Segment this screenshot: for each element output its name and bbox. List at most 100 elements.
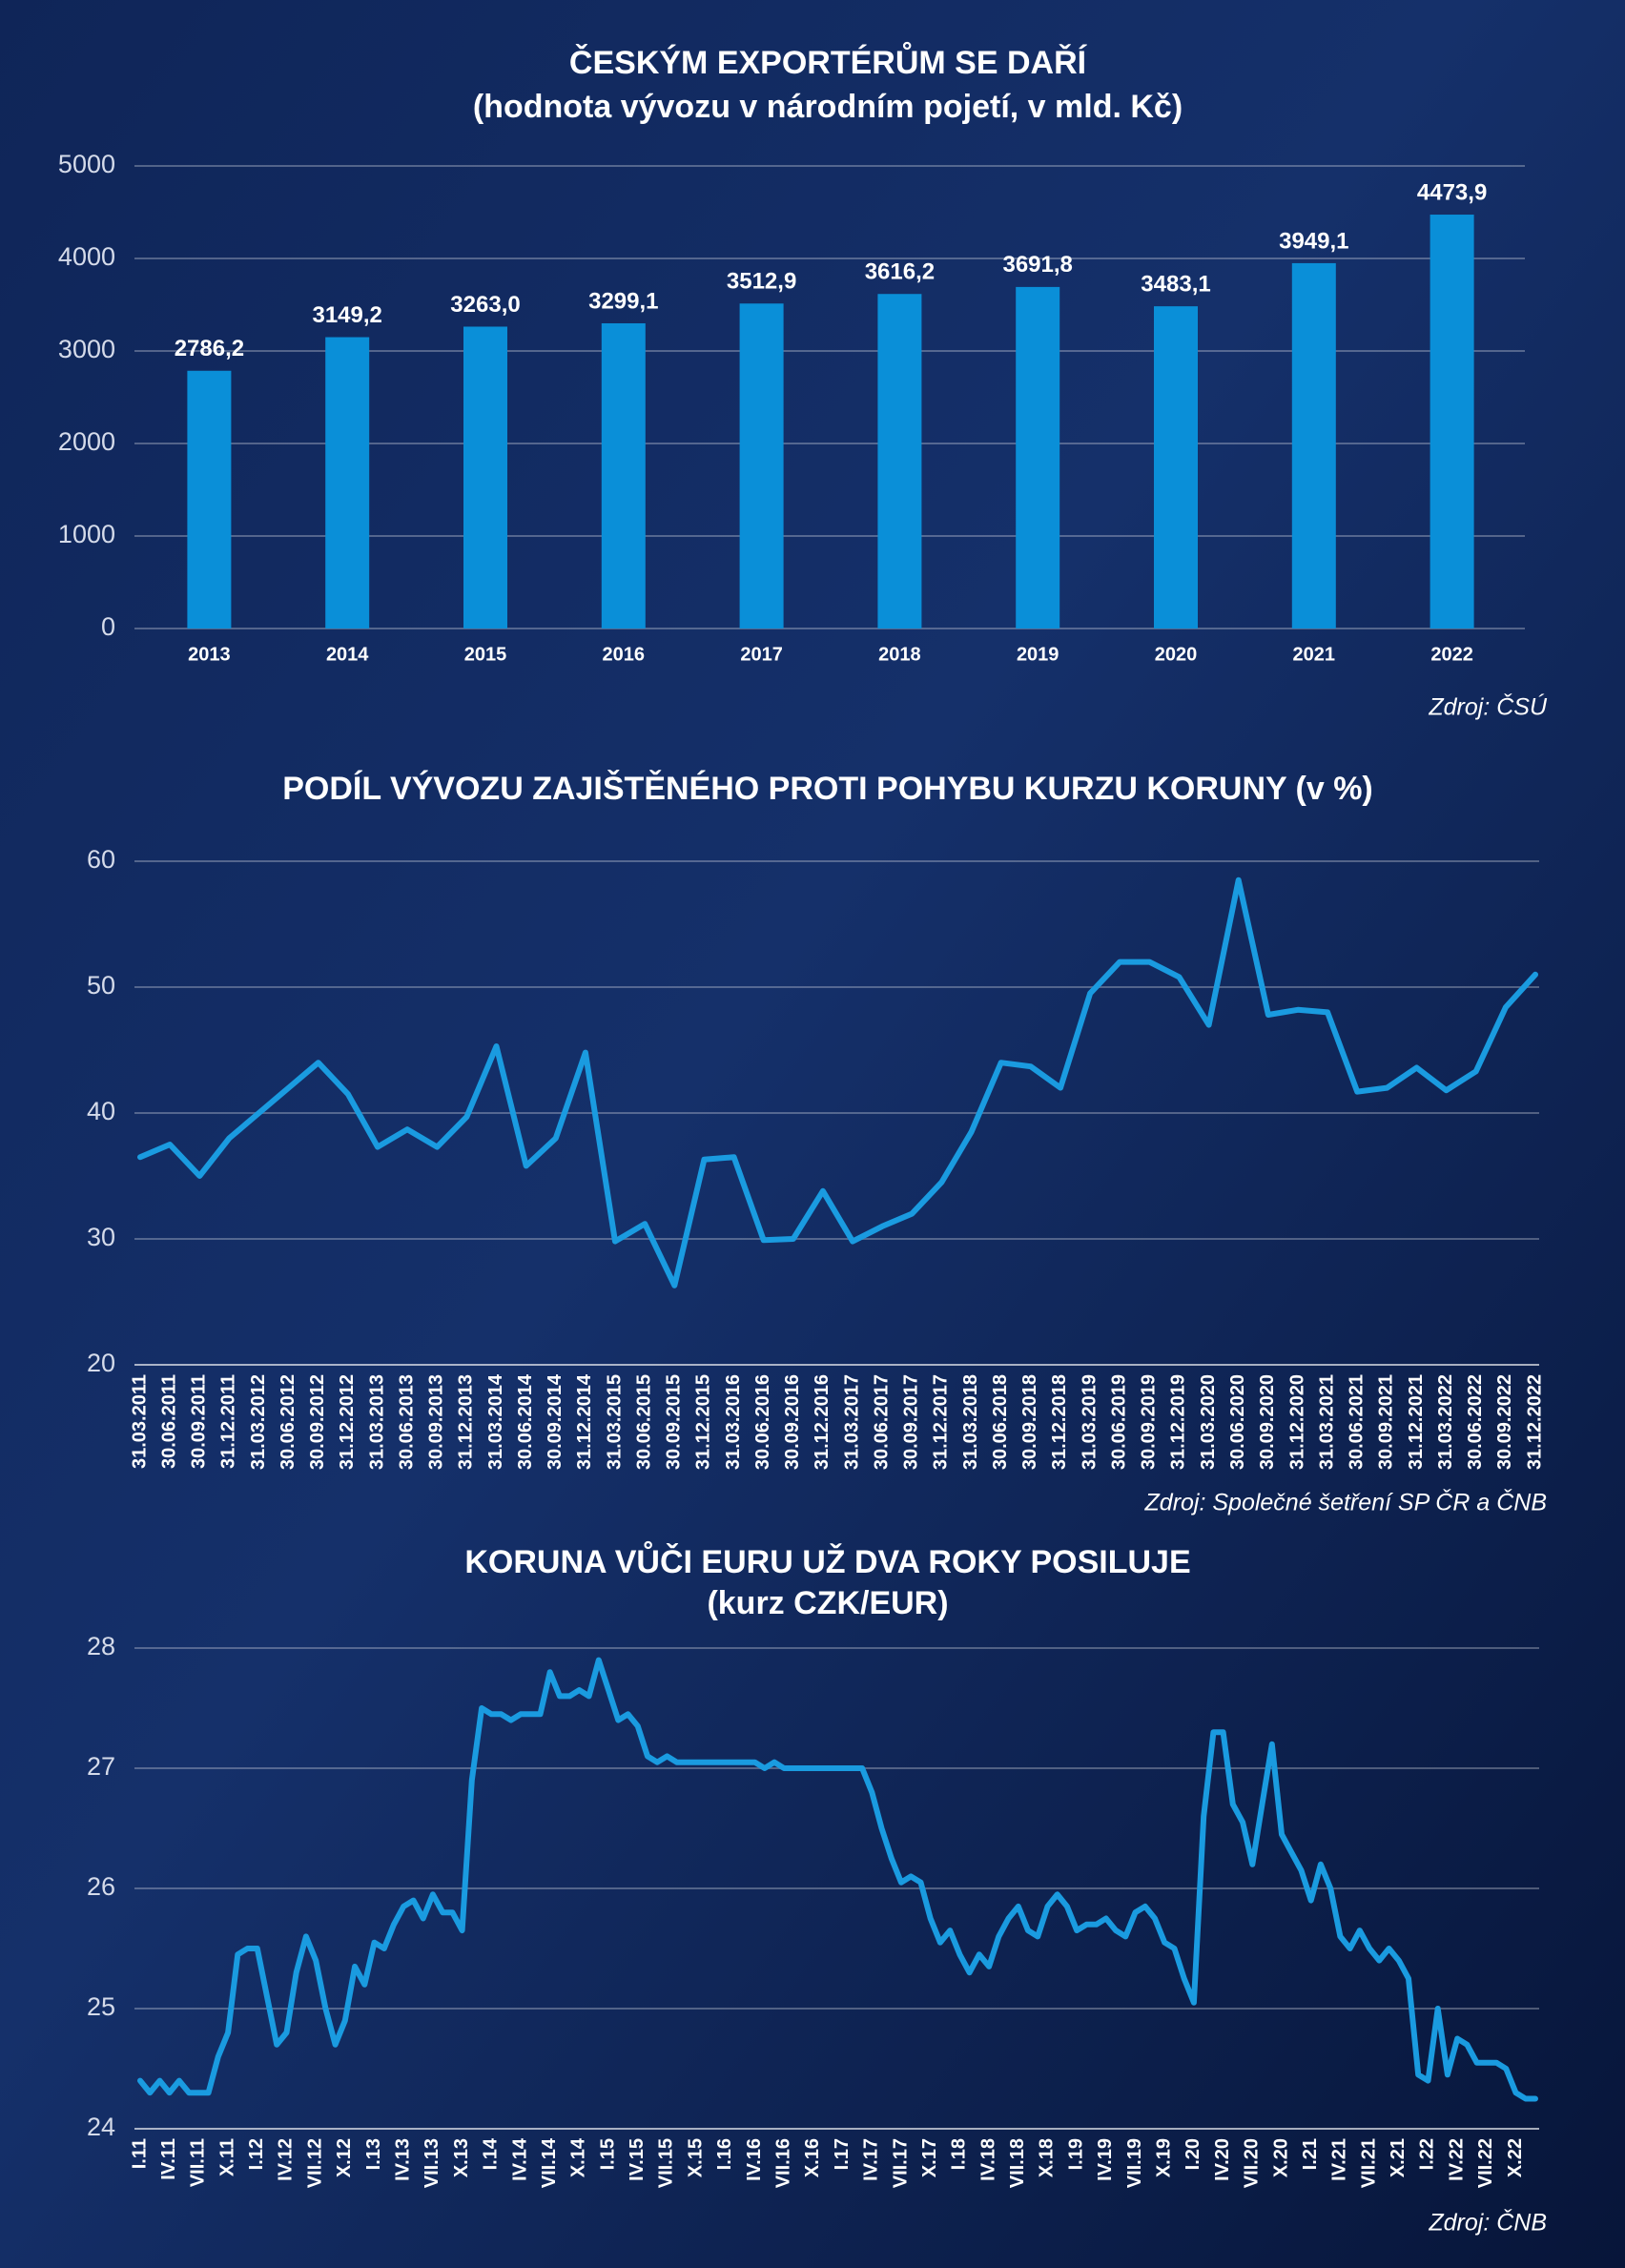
y-tick-label: 28 [87, 1632, 115, 1660]
x-tick-label: I.18 [949, 2138, 970, 2170]
x-tick-label: I.17 [832, 2138, 853, 2170]
x-tick-label: IV.22 [1446, 2138, 1467, 2181]
x-tick-label: I.14 [481, 2137, 502, 2170]
value-label: 3299,1 [588, 288, 658, 314]
bar [1154, 306, 1198, 629]
x-tick-label: IV.17 [861, 2138, 882, 2181]
x-tick-label: 2018 [878, 644, 921, 665]
x-tick-label: I.20 [1183, 2138, 1203, 2170]
y-tick-label: 1000 [58, 520, 115, 548]
x-tick-label: 30.09.2017 [901, 1374, 922, 1470]
x-tick-label: VII.13 [422, 2138, 442, 2188]
line-series [137, 876, 1538, 1289]
x-tick-label: IV.11 [158, 2138, 179, 2180]
x-tick-label: 30.06.2019 [1108, 1374, 1129, 1470]
x-tick-label: 31.12.2013 [456, 1374, 477, 1470]
bar [325, 337, 370, 629]
x-tick-label: 31.03.2022 [1435, 1374, 1456, 1470]
value-label: 2786,2 [175, 336, 244, 361]
x-tick-label: 30.09.2011 [189, 1374, 210, 1469]
x-tick-label: 31.03.2020 [1198, 1374, 1219, 1470]
y-tick-label: 20 [87, 1349, 115, 1377]
x-tick-label: 30.06.2013 [396, 1374, 417, 1470]
source-note: Zdroj: ČSÚ [1428, 693, 1548, 721]
x-tick-label: 2022 [1430, 644, 1473, 665]
x-tick-label: VII.17 [890, 2138, 911, 2188]
x-tick-label: X.22 [1505, 2138, 1526, 2177]
y-tick-label: 50 [87, 971, 115, 1000]
x-tick-label: 30.06.2016 [752, 1374, 773, 1470]
x-tick-label: 31.03.2018 [960, 1374, 981, 1470]
y-tick-label: 27 [87, 1752, 115, 1781]
x-tick-label: IV.18 [977, 2138, 998, 2181]
x-tick-label: 31.03.2019 [1079, 1374, 1100, 1470]
x-tick-label: 30.09.2018 [1019, 1374, 1040, 1470]
chart-title: PODÍL VÝVOZU ZAJIŠTĚNÉHO PROTI POHYBU KU… [282, 770, 1373, 807]
x-tick-label: VII.14 [539, 2137, 560, 2188]
x-tick-label: VII.18 [1007, 2138, 1028, 2188]
x-tick-label: IV.12 [276, 2138, 297, 2181]
x-tick-label: VII.16 [773, 2138, 794, 2188]
value-label: 3949,1 [1279, 228, 1348, 254]
value-label: 3616,2 [865, 259, 935, 285]
y-tick-label: 40 [87, 1097, 115, 1125]
source-note: Zdroj: Společné šetření SP ČR a ČNB [1144, 1489, 1547, 1516]
x-tick-label: IV.19 [1095, 2138, 1116, 2181]
x-tick-label: 31.12.2015 [693, 1374, 714, 1470]
x-tick-label: I.12 [246, 2138, 267, 2170]
x-tick-label: 31.12.2022 [1524, 1374, 1545, 1470]
x-tick-label: 31.12.2019 [1168, 1374, 1189, 1470]
x-tick-label: X.19 [1154, 2138, 1175, 2177]
y-tick-label: 0 [101, 612, 115, 641]
y-tick-label: 3000 [58, 335, 115, 363]
x-tick-label: 2020 [1155, 644, 1198, 665]
bar [739, 303, 784, 629]
x-tick-label: IV.14 [509, 2137, 530, 2181]
x-tick-label: 30.06.2015 [633, 1374, 654, 1470]
line-series [137, 1657, 1538, 2102]
x-tick-label: 31.12.2020 [1286, 1374, 1307, 1470]
x-tick-label: 30.09.2021 [1376, 1374, 1397, 1470]
y-tick-label: 24 [87, 2113, 115, 2141]
x-tick-label: X.14 [568, 2137, 589, 2177]
value-label: 3691,8 [1002, 252, 1072, 278]
x-tick-label: 30.06.2014 [515, 1373, 536, 1470]
x-tick-label: 30.06.2011 [158, 1374, 179, 1469]
x-tick-label: 30.09.2013 [426, 1374, 447, 1470]
bar [463, 326, 507, 629]
x-tick-label: X.12 [334, 2138, 355, 2177]
x-tick-label: X.18 [1037, 2138, 1058, 2177]
x-tick-label: I.13 [363, 2138, 384, 2170]
chart-subtitle: (kurz CZK/EUR) [707, 1585, 948, 1621]
x-tick-label: 2013 [188, 644, 231, 665]
bar [1430, 215, 1474, 629]
x-tick-label: I.15 [597, 2138, 618, 2170]
x-tick-label: 30.06.2012 [278, 1374, 298, 1470]
x-tick-label: 31.03.2015 [604, 1374, 625, 1470]
x-tick-label: I.16 [714, 2138, 735, 2170]
x-tick-label: IV.21 [1329, 2138, 1350, 2181]
x-tick-label: 2014 [326, 644, 369, 665]
x-tick-label: 2017 [740, 644, 783, 665]
x-tick-label: 31.12.2014 [574, 1373, 595, 1470]
x-tick-label: VII.11 [188, 2138, 209, 2187]
chart-title: ČESKÝM EXPORTÉRŮM SE DAŘÍ [569, 42, 1088, 81]
x-tick-label: 30.06.2018 [990, 1374, 1011, 1470]
value-label: 3512,9 [727, 269, 796, 295]
x-tick-label: VII.20 [1242, 2138, 1263, 2188]
x-tick-label: 30.06.2021 [1347, 1374, 1368, 1470]
x-tick-label: I.22 [1417, 2138, 1438, 2170]
x-tick-label: 2019 [1017, 644, 1059, 665]
x-tick-label: X.11 [216, 2138, 237, 2176]
x-tick-label: 2016 [603, 644, 646, 665]
x-tick-label: VII.15 [656, 2138, 677, 2188]
x-tick-label: VII.21 [1358, 2138, 1379, 2188]
x-tick-label: 30.09.2019 [1139, 1374, 1160, 1470]
x-tick-label: 2021 [1293, 644, 1336, 665]
x-tick-label: 31.03.2011 [129, 1374, 150, 1469]
x-tick-label: 31.12.2021 [1406, 1374, 1427, 1470]
x-tick-label: I.11 [129, 2138, 150, 2169]
x-tick-label: X.13 [451, 2138, 472, 2177]
